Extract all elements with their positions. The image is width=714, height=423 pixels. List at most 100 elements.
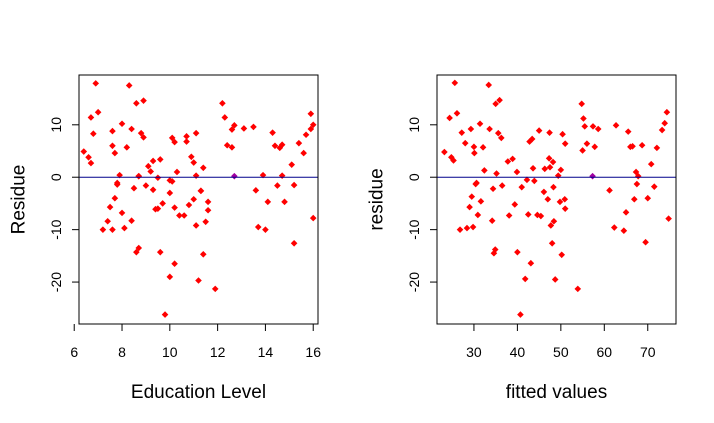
left-point bbox=[204, 198, 212, 206]
left-point bbox=[161, 311, 169, 318]
right-point bbox=[548, 239, 556, 247]
right-point bbox=[537, 212, 545, 220]
right-point bbox=[661, 119, 669, 127]
left-point bbox=[173, 168, 181, 176]
left-point bbox=[195, 277, 202, 284]
right-point bbox=[486, 125, 493, 133]
left-point bbox=[118, 120, 126, 128]
left-point bbox=[171, 138, 178, 146]
right-points bbox=[441, 79, 672, 318]
right-point bbox=[545, 155, 553, 162]
right-point bbox=[529, 165, 537, 172]
right-point bbox=[540, 188, 548, 196]
left-point bbox=[149, 157, 157, 165]
left-point bbox=[123, 144, 131, 151]
left-point bbox=[137, 129, 145, 137]
right-point bbox=[647, 160, 655, 168]
right-point bbox=[463, 224, 471, 232]
right-highlight-point bbox=[589, 172, 596, 180]
left-point bbox=[290, 181, 298, 189]
left-x-axis-title: Education Level bbox=[131, 382, 266, 403]
left-x-tick-label: 10 bbox=[162, 344, 178, 360]
left-point bbox=[183, 138, 190, 145]
left-highlight-point bbox=[231, 172, 238, 180]
right-y-tick-label: 10 bbox=[406, 117, 422, 133]
right-point bbox=[441, 148, 448, 156]
right-point bbox=[494, 129, 502, 137]
right-point bbox=[513, 168, 521, 176]
right-point bbox=[546, 163, 554, 171]
left-point bbox=[154, 174, 162, 182]
right-point bbox=[504, 158, 512, 165]
left-point bbox=[180, 212, 188, 219]
left-point bbox=[278, 172, 286, 179]
left-y-tick-label: -20 bbox=[48, 272, 64, 292]
left-point bbox=[199, 250, 207, 258]
right-point bbox=[574, 285, 582, 293]
left-point bbox=[142, 182, 150, 189]
right-point bbox=[489, 185, 497, 193]
left-point bbox=[154, 205, 162, 212]
right-point bbox=[493, 170, 500, 177]
left-point bbox=[192, 129, 200, 137]
left-point bbox=[219, 100, 226, 107]
right-point bbox=[461, 139, 469, 147]
right-point bbox=[514, 248, 521, 256]
left-point bbox=[168, 134, 176, 142]
left-point bbox=[274, 182, 281, 189]
left-point bbox=[156, 156, 164, 163]
left-point bbox=[190, 195, 198, 203]
right-point bbox=[549, 158, 557, 166]
right-point bbox=[509, 155, 516, 163]
right-point bbox=[630, 195, 638, 203]
right-point bbox=[578, 100, 586, 108]
right-point bbox=[561, 140, 569, 147]
right-point bbox=[476, 120, 484, 128]
right-x-axis-title: fitted values bbox=[506, 382, 607, 403]
right-x-tick-label: 50 bbox=[553, 344, 569, 360]
left-point bbox=[211, 285, 219, 293]
right-point bbox=[620, 227, 628, 234]
left-point bbox=[188, 153, 195, 161]
right-point bbox=[453, 109, 461, 117]
left-point bbox=[118, 209, 126, 217]
left-point bbox=[149, 186, 157, 194]
left-point bbox=[281, 198, 288, 206]
left-point bbox=[290, 239, 298, 247]
right-point bbox=[658, 126, 666, 134]
right-point bbox=[653, 144, 661, 152]
right-y-axis: -20 -10 0 10 bbox=[406, 117, 437, 292]
left-point bbox=[307, 125, 315, 133]
right-point bbox=[492, 100, 499, 108]
left-point bbox=[307, 110, 315, 118]
right-point bbox=[557, 166, 565, 174]
right-point bbox=[665, 215, 672, 222]
right-x-tick-label: 30 bbox=[466, 344, 482, 360]
right-point bbox=[541, 165, 549, 173]
right-point bbox=[479, 144, 487, 151]
right-point bbox=[580, 115, 587, 122]
left-point bbox=[171, 260, 178, 268]
right-point bbox=[498, 134, 505, 142]
right-point bbox=[518, 183, 526, 191]
right-point bbox=[644, 194, 652, 202]
right-point bbox=[470, 143, 478, 151]
left-point bbox=[106, 203, 114, 211]
left-point bbox=[228, 144, 236, 151]
right-point bbox=[534, 211, 541, 219]
left-point bbox=[109, 142, 116, 150]
right-point bbox=[650, 183, 658, 190]
left-point bbox=[147, 168, 154, 175]
left-point bbox=[199, 164, 207, 172]
left-point bbox=[221, 114, 229, 121]
right-point bbox=[477, 198, 485, 205]
left-point bbox=[99, 226, 107, 233]
right-point bbox=[531, 177, 538, 185]
left-point bbox=[302, 131, 310, 139]
right-point bbox=[473, 179, 480, 187]
left-point bbox=[121, 224, 128, 232]
right-point bbox=[622, 209, 630, 216]
right-panel: 30 40 50 60 70 -20 -10 0 10 fitted values resid… bbox=[367, 74, 677, 403]
right-point bbox=[546, 129, 553, 136]
left-point bbox=[111, 194, 119, 202]
